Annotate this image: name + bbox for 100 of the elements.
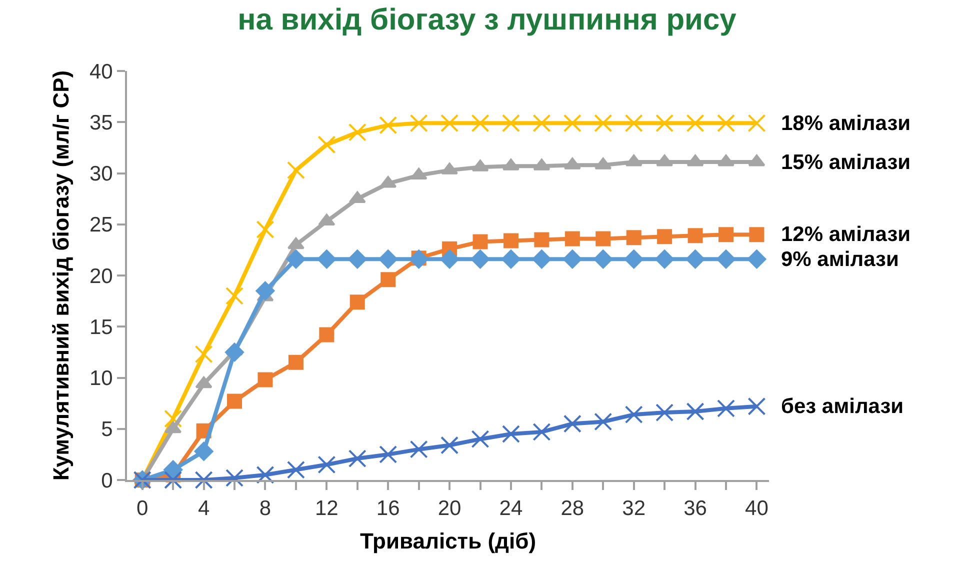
point — [286, 161, 305, 180]
x-tick-label: 36 — [684, 497, 707, 520]
x-tick-label: 20 — [438, 497, 462, 520]
point — [688, 228, 703, 244]
x-tick-label: 4 — [198, 497, 210, 520]
point — [440, 114, 459, 132]
series-label: без амілази — [781, 395, 904, 418]
y-tick-label: 30 — [89, 162, 113, 186]
x-tick-label: 8 — [259, 497, 272, 520]
point — [256, 466, 274, 484]
point — [594, 412, 612, 431]
point — [194, 345, 213, 364]
point — [748, 114, 766, 132]
point — [594, 114, 612, 132]
point — [563, 114, 582, 132]
point — [718, 227, 734, 242]
point — [624, 250, 644, 269]
point — [562, 250, 582, 269]
y-tick-label: 10 — [89, 367, 113, 390]
chart-title: на вихід біогазу з лушпиння рису — [238, 4, 737, 37]
point — [350, 294, 365, 310]
series-label: 12% амілази — [781, 223, 911, 246]
point — [225, 342, 244, 362]
point — [440, 250, 459, 269]
point — [624, 114, 643, 132]
point — [286, 250, 306, 269]
y-tick-label: 25 — [89, 214, 113, 237]
point — [686, 114, 704, 132]
y-axis-title: Кумулятивний вихід біогазу (мл/г СР) — [48, 70, 74, 481]
point — [749, 227, 764, 242]
point — [319, 327, 334, 342]
x-axis-title: Тривалість (діб) — [360, 528, 536, 554]
point — [503, 233, 518, 248]
point — [348, 450, 366, 468]
point — [655, 250, 674, 269]
point — [470, 250, 490, 269]
point — [471, 114, 490, 132]
point — [286, 460, 305, 479]
point — [194, 442, 214, 461]
point — [317, 250, 336, 269]
y-tick-label: 20 — [89, 264, 113, 288]
point — [378, 250, 398, 269]
point — [686, 250, 705, 269]
y-tick-label: 35 — [89, 111, 113, 134]
point — [472, 234, 488, 250]
x-tick-label: 40 — [745, 497, 768, 520]
series-label: 9% амілази — [781, 248, 899, 271]
y-tick-label: 5 — [101, 418, 113, 442]
point — [656, 404, 674, 422]
point — [256, 281, 275, 300]
point — [624, 406, 643, 424]
point — [532, 422, 551, 441]
series-label: 18% амілази — [781, 112, 911, 135]
point — [409, 250, 428, 269]
point — [380, 272, 396, 288]
x-tick-label: 12 — [314, 497, 338, 520]
point — [716, 250, 736, 269]
y-tick-label: 40 — [89, 60, 113, 84]
point — [686, 402, 704, 420]
x-tick-label: 32 — [622, 497, 646, 520]
point — [471, 430, 490, 448]
point — [717, 399, 735, 418]
point — [563, 414, 582, 433]
point — [379, 445, 398, 464]
point — [532, 114, 551, 132]
y-tick-label: 0 — [101, 469, 113, 492]
point — [227, 394, 242, 409]
point — [596, 231, 611, 246]
point — [717, 114, 735, 132]
point — [348, 250, 367, 269]
point — [564, 231, 580, 246]
point — [164, 410, 182, 428]
point — [318, 136, 336, 154]
point — [226, 286, 244, 305]
point — [379, 116, 398, 134]
point — [318, 456, 336, 474]
point — [194, 471, 213, 489]
point — [534, 232, 550, 248]
x-tick-label: 0 — [136, 497, 148, 520]
point — [502, 250, 520, 269]
point — [288, 354, 304, 370]
x-tick-label: 16 — [376, 497, 400, 520]
point — [748, 397, 766, 416]
point — [747, 250, 766, 269]
point — [410, 440, 428, 458]
x-tick-label: 28 — [560, 497, 584, 520]
point — [626, 230, 642, 246]
point — [440, 436, 459, 454]
point — [657, 229, 672, 244]
point — [410, 114, 428, 132]
point — [502, 424, 520, 443]
series-label: 15% амілази — [781, 151, 911, 174]
point — [226, 468, 244, 487]
x-tick-label: 24 — [499, 497, 523, 520]
point — [594, 250, 613, 269]
point — [502, 114, 520, 132]
point — [532, 250, 552, 269]
point — [656, 114, 674, 132]
point — [256, 220, 274, 238]
y-tick-label: 15 — [89, 316, 113, 339]
